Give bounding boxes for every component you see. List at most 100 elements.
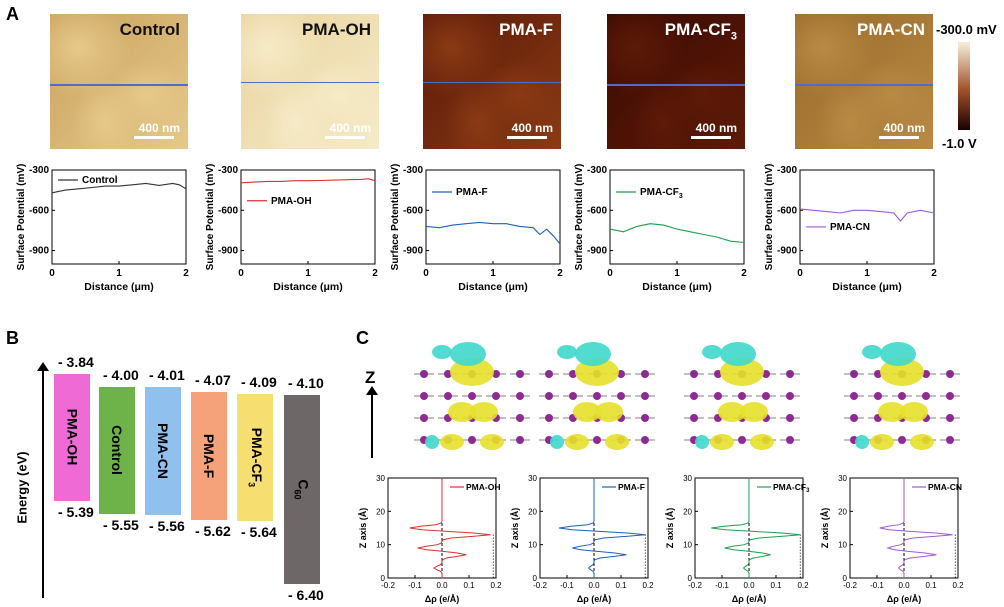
y-axis-label: Surface Potential (mV): [205, 164, 216, 271]
charge-lobe-depletion: [750, 434, 774, 450]
x-tick-label: 0.0: [743, 581, 755, 590]
y-axis-label: Surface Potential (mV): [390, 164, 401, 271]
kpfm-map-2: PMA-F 400 nm: [423, 14, 561, 149]
x-axis-label: Distance (μm): [84, 281, 153, 293]
charge-lobe-depletion: [470, 402, 498, 422]
y-tick-label: -600: [587, 205, 607, 216]
kpfm-profile-line: [423, 81, 561, 83]
y-tick-label: 0: [533, 574, 538, 583]
x-tick-label: -0.1: [408, 581, 422, 590]
x-tick-label: 2: [741, 268, 747, 279]
y-tick-label: -900: [587, 246, 607, 257]
x-tick-label: 2: [931, 268, 937, 279]
x-tick-label: 0.0: [436, 581, 448, 590]
charge-profile-line: [409, 478, 491, 578]
x-tick-label: 1: [674, 268, 680, 279]
y-tick-label: 30: [683, 474, 692, 483]
energy-diagram: Energy (eV) - 3.84 - 5.39 PMA-OH - 4.00 - 5.5…: [0, 330, 350, 603]
x-tick-label: 0.0: [898, 581, 910, 590]
energy-bottom-label: - 6.40: [288, 586, 324, 603]
energy-axis: [42, 370, 44, 598]
charge-lobe-accumulation: [695, 435, 709, 449]
y-tick-label: -300: [218, 165, 238, 176]
y-tick-label: -300: [29, 165, 49, 176]
y-tick-label: -300: [587, 165, 607, 176]
legend-label: PMA-F: [456, 187, 488, 198]
x-tick-label: 2: [183, 268, 189, 279]
charge-profile-line: [879, 478, 953, 578]
energy-bottom-label: - 5.56: [149, 517, 185, 534]
y-tick-label: 20: [376, 507, 385, 516]
charge-lobe-depletion: [910, 434, 934, 450]
charge-lobe-depletion: [565, 434, 589, 450]
charge-lobe-accumulation: [855, 435, 869, 449]
x-tick-label: -0.2: [688, 581, 702, 590]
energy-bar-label: PMA-CF3: [245, 427, 265, 488]
molecular-structure-3: [844, 342, 960, 450]
z-axis-arrowhead: [366, 386, 378, 395]
y-tick-label: -600: [218, 205, 238, 216]
y-tick-label: -300: [403, 165, 423, 176]
y-tick-label: 20: [683, 507, 692, 516]
z-axis-label: Z: [365, 368, 376, 387]
energy-bottom-label: - 5.62: [195, 522, 231, 539]
charge-lobe-accumulation: [557, 345, 577, 359]
x-tick-label: 0: [607, 268, 613, 279]
energy-bar-1: [99, 386, 135, 514]
y-axis-label: Surface Potential (mV): [16, 164, 27, 271]
y-axis-label: Surface Potential (mV): [764, 164, 775, 271]
x-tick-label: 0.2: [642, 581, 654, 590]
energy-top-label: - 4.01: [149, 367, 185, 384]
x-tick-label: 0.1: [615, 581, 627, 590]
legend-label: PMA-CF3: [640, 187, 683, 200]
series-line: [240, 178, 376, 184]
charge-plot-3: -0.2 -0.1 0.0 0.1 0.2 0 10 20 30 Δρ (e/Å) Z axis (…: [820, 474, 964, 604]
scale-text: 400 nm: [695, 121, 737, 135]
energy-bottom-label: - 5.64: [241, 524, 277, 541]
x-tick-label: -0.1: [870, 581, 884, 590]
energy-bottom-label: - 5.39: [58, 503, 94, 520]
colorbar-top-label: -300.0 mV: [936, 22, 997, 37]
scale-text: 400 nm: [329, 121, 371, 135]
scale-bar: [879, 136, 919, 139]
y-tick-label: 10: [376, 541, 385, 550]
y-tick-label: -600: [403, 205, 423, 216]
scale-text: 400 nm: [883, 121, 925, 135]
charge-lobe-depletion: [595, 402, 623, 422]
y-tick-label: 10: [683, 541, 692, 550]
x-tick-label: -0.2: [843, 581, 857, 590]
scale-text: 400 nm: [511, 121, 553, 135]
x-axis-label: Δρ (e/Å): [425, 594, 460, 604]
energy-top-label: - 4.10: [288, 374, 324, 391]
legend-label: PMA-CN: [928, 482, 962, 492]
x-tick-label: 0.2: [797, 581, 809, 590]
energy-axis-arrowhead: [37, 362, 49, 371]
x-tick-label: 0.0: [588, 581, 600, 590]
x-axis-label: Δρ (e/Å): [887, 594, 922, 604]
molecular-structure-0: [414, 342, 530, 450]
kpfm-map-label: Control: [119, 20, 180, 39]
x-tick-label: 0.1: [770, 581, 782, 590]
y-axis-label: Z axis (Å): [510, 508, 520, 549]
kpfm-profile-line: [795, 84, 933, 86]
energy-bar-0: [54, 373, 90, 501]
charge-lobe-depletion: [480, 434, 504, 450]
panel-letter-b: B: [6, 328, 19, 348]
kpfm-map-label: PMA-OH: [302, 20, 371, 39]
x-tick-label: 0: [49, 268, 55, 279]
y-tick-label: 10: [838, 541, 847, 550]
x-tick-label: 1: [305, 268, 311, 279]
charge-lobe-depletion: [573, 402, 601, 422]
x-axis-label: Δρ (e/Å): [577, 594, 612, 604]
legend-label: Control: [82, 175, 118, 186]
energy-bar-5: [284, 394, 320, 584]
x-axis-label: Δρ (e/Å): [732, 594, 767, 604]
charge-lobe-accumulation: [575, 342, 611, 366]
scale-text: 400 nm: [138, 121, 180, 135]
series-line: [51, 182, 187, 194]
kpfm-map-label: PMA-CF3: [664, 20, 737, 43]
charge-lobe-accumulation: [550, 435, 564, 449]
